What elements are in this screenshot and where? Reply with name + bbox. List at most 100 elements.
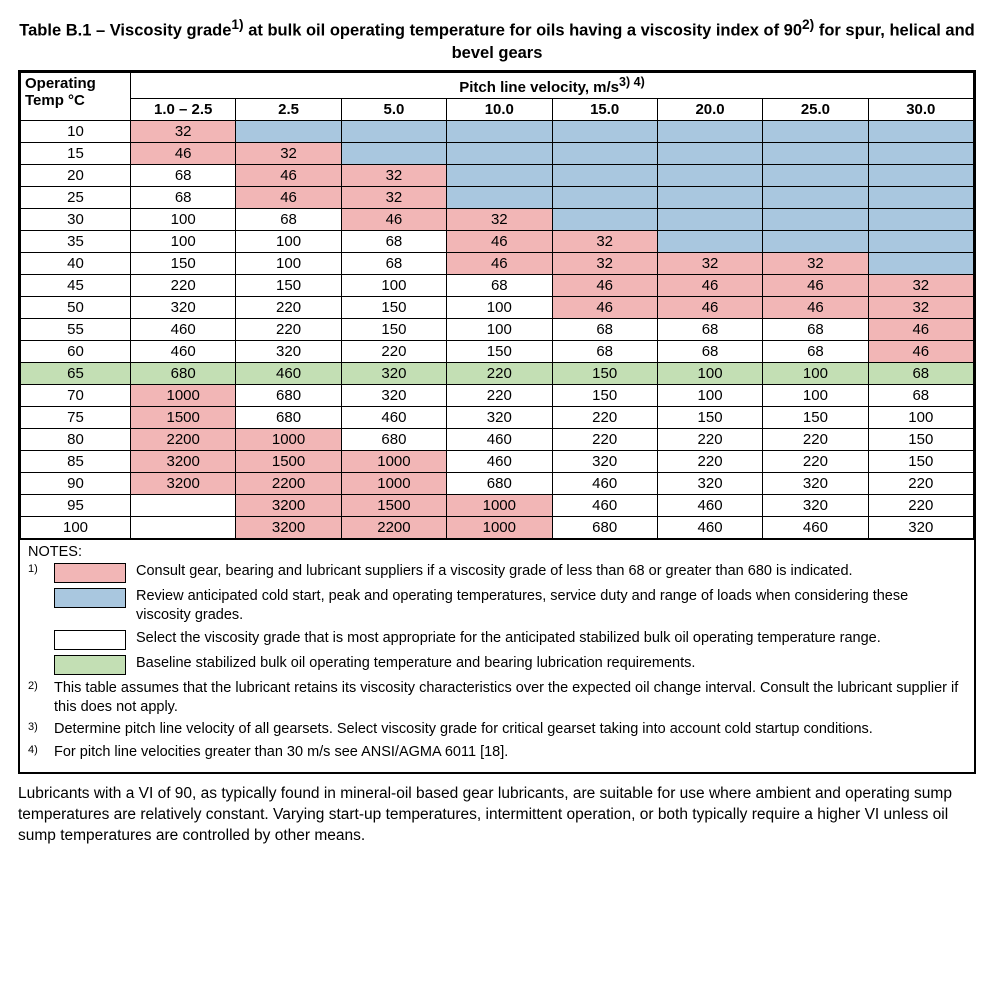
cell-temp: 25 xyxy=(21,187,131,209)
table-row: 100320022001000680460460320 xyxy=(21,517,974,539)
cell-value: 68 xyxy=(763,341,868,363)
cell-value xyxy=(552,187,657,209)
cell-value: 100 xyxy=(657,363,762,385)
cell-temp: 50 xyxy=(21,297,131,319)
note-row: 2)This table assumes that the lubricant … xyxy=(28,679,966,717)
col-header-velocity: 1.0 – 2.5 xyxy=(131,99,236,121)
cell-value: 100 xyxy=(447,297,552,319)
cell-value: 320 xyxy=(341,363,446,385)
cell-value xyxy=(657,187,762,209)
table-row: 452201501006846464632 xyxy=(21,275,974,297)
cell-value: 46 xyxy=(341,209,446,231)
cell-value: 320 xyxy=(868,517,973,539)
table-row: 8022001000680460220220220150 xyxy=(21,429,974,451)
cell-value: 46 xyxy=(763,297,868,319)
legend-swatch xyxy=(54,588,126,608)
cell-value: 220 xyxy=(236,319,341,341)
cell-value: 220 xyxy=(447,385,552,407)
cell-value: 150 xyxy=(341,319,446,341)
cell-value xyxy=(236,121,341,143)
cell-value: 68 xyxy=(552,319,657,341)
cell-value: 100 xyxy=(236,253,341,275)
table-row: 6568046032022015010010068 xyxy=(21,363,974,385)
cell-value: 100 xyxy=(236,231,341,253)
footer-paragraph: Lubricants with a VI of 90, as typically… xyxy=(18,784,976,847)
table-row: 35100100684632 xyxy=(21,231,974,253)
cell-value: 68 xyxy=(131,165,236,187)
cell-value xyxy=(763,121,868,143)
table-row: 154632 xyxy=(21,143,974,165)
cell-value: 1000 xyxy=(341,451,446,473)
cell-value: 68 xyxy=(131,187,236,209)
cell-value: 150 xyxy=(341,297,446,319)
cell-value: 1000 xyxy=(341,473,446,495)
cell-value xyxy=(552,209,657,231)
notes-label: NOTES: xyxy=(28,544,966,560)
cell-value: 32 xyxy=(763,253,868,275)
note-sup: 3) xyxy=(28,720,54,739)
cell-value xyxy=(447,165,552,187)
cell-value: 3200 xyxy=(131,451,236,473)
cell-value: 100 xyxy=(763,385,868,407)
cell-value: 150 xyxy=(447,341,552,363)
cell-value: 32 xyxy=(341,187,446,209)
cell-value: 320 xyxy=(763,473,868,495)
cell-value xyxy=(868,121,973,143)
cell-value xyxy=(763,187,868,209)
cell-value: 220 xyxy=(868,473,973,495)
cell-temp: 60 xyxy=(21,341,131,363)
table-container: OperatingTemp °CPitch line velocity, m/s… xyxy=(18,70,976,774)
cell-value xyxy=(341,143,446,165)
legend-text: Baseline stabilized bulk oil operating t… xyxy=(136,654,966,673)
cell-value xyxy=(447,187,552,209)
cell-temp: 70 xyxy=(21,385,131,407)
cell-value: 220 xyxy=(657,451,762,473)
cell-value: 46 xyxy=(236,187,341,209)
cell-value xyxy=(763,231,868,253)
table-row: 70100068032022015010010068 xyxy=(21,385,974,407)
cell-value: 220 xyxy=(341,341,446,363)
cell-value xyxy=(657,209,762,231)
table-row: 6046032022015068686846 xyxy=(21,341,974,363)
cell-value xyxy=(657,165,762,187)
cell-value: 68 xyxy=(868,363,973,385)
cell-value: 150 xyxy=(868,429,973,451)
legend-row: Review anticipated cold start, peak and … xyxy=(28,587,966,625)
table-row: 25684632 xyxy=(21,187,974,209)
cell-value: 68 xyxy=(552,341,657,363)
cell-value: 2200 xyxy=(236,473,341,495)
cell-value: 68 xyxy=(236,209,341,231)
cell-value: 320 xyxy=(552,451,657,473)
cell-temp: 90 xyxy=(21,473,131,495)
legend-row: Select the viscosity grade that is most … xyxy=(28,629,966,650)
cell-value: 460 xyxy=(131,341,236,363)
cell-value: 460 xyxy=(131,319,236,341)
cell-temp: 55 xyxy=(21,319,131,341)
table-row: 5546022015010068686846 xyxy=(21,319,974,341)
cell-value: 100 xyxy=(341,275,446,297)
cell-value xyxy=(657,231,762,253)
table-row: 5032022015010046464632 xyxy=(21,297,974,319)
cell-temp: 80 xyxy=(21,429,131,451)
cell-value: 100 xyxy=(131,209,236,231)
cell-value: 460 xyxy=(552,473,657,495)
cell-value: 460 xyxy=(657,517,762,539)
cell-value: 32 xyxy=(868,297,973,319)
col-header-velocity: 20.0 xyxy=(657,99,762,121)
cell-temp: 100 xyxy=(21,517,131,539)
cell-value xyxy=(763,165,868,187)
cell-value xyxy=(868,209,973,231)
table-row: 401501006846323232 xyxy=(21,253,974,275)
cell-value xyxy=(868,143,973,165)
cell-value: 320 xyxy=(447,407,552,429)
cell-value: 150 xyxy=(236,275,341,297)
cell-value: 220 xyxy=(868,495,973,517)
legend-row: Baseline stabilized bulk oil operating t… xyxy=(28,654,966,675)
cell-value xyxy=(868,253,973,275)
cell-value: 220 xyxy=(552,429,657,451)
cell-temp: 10 xyxy=(21,121,131,143)
table-row: 85320015001000460320220220150 xyxy=(21,451,974,473)
cell-temp: 20 xyxy=(21,165,131,187)
cell-value: 1000 xyxy=(131,385,236,407)
cell-value: 68 xyxy=(657,341,762,363)
